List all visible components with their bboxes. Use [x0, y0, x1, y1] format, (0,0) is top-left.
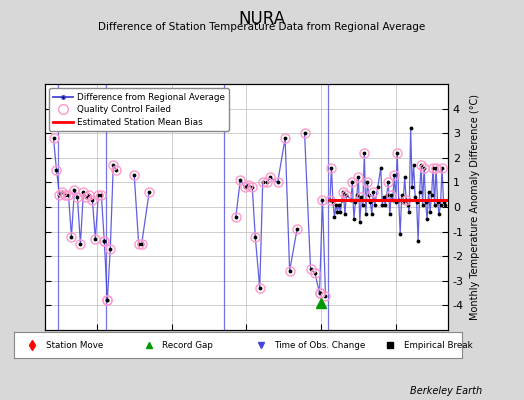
Y-axis label: Monthly Temperature Anomaly Difference (°C): Monthly Temperature Anomaly Difference (… [470, 94, 479, 320]
Text: Time of Obs. Change: Time of Obs. Change [274, 340, 365, 350]
Text: Station Move: Station Move [46, 340, 103, 350]
Text: Berkeley Earth: Berkeley Earth [410, 386, 482, 396]
Text: Empirical Break: Empirical Break [404, 340, 473, 350]
Text: Record Gap: Record Gap [162, 340, 213, 350]
Legend: Difference from Regional Average, Quality Control Failed, Estimated Station Mean: Difference from Regional Average, Qualit… [49, 88, 229, 131]
Text: NURA: NURA [238, 10, 286, 28]
Text: Difference of Station Temperature Data from Regional Average: Difference of Station Temperature Data f… [99, 22, 425, 32]
